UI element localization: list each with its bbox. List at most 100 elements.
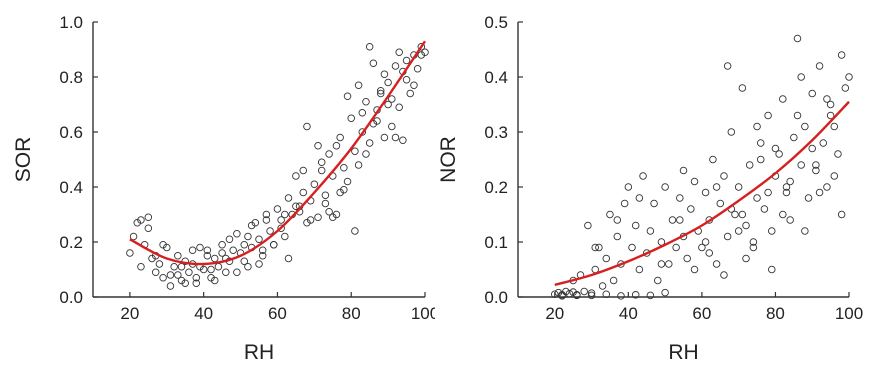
nor-y-tick-label: 0.1 [484,233,508,252]
nor-data-point [624,183,633,191]
sor-data-point [255,235,263,243]
nor-data-point [595,243,603,252]
nor-data-point [573,291,581,299]
nor-data-point [650,199,658,208]
sor-data-point [376,89,385,98]
nor-x-tick-label: 100 [835,304,863,323]
sor-data-point [244,263,252,271]
nor-data-point [591,243,599,252]
sor-data-point [181,279,189,288]
nor-x-tick-label: 40 [619,304,638,323]
nor-data-point [779,210,787,219]
sor-data-point [192,279,201,288]
sor-data-point [292,172,300,180]
nor-data-point [646,291,655,300]
sor-data-point [365,43,374,51]
sor-data-point [406,89,414,98]
sor-data-point [166,282,175,290]
nor-data-point [635,194,644,202]
nor-data-point [639,172,647,180]
sor-data-point [303,218,311,227]
sor-data-point [166,271,175,279]
nor-data-point [808,89,816,98]
nor-data-point [617,292,625,300]
nor-data-point [830,122,839,131]
sor-data-point [258,251,267,260]
sor-data-point [384,100,392,109]
nor-data-point [665,260,673,268]
nor-data-point [753,122,761,131]
nor-data-point [845,73,853,81]
nor-data-point [562,287,570,296]
sor-data-point [402,56,411,65]
sor-chart: 20 40 60 80 100 0.0 0.2 0.4 0.6 0.8 1.0 RH SOR [12,13,435,364]
nor-x-tick-label: 60 [692,304,711,323]
sor-data-point [325,207,333,216]
nor-data-point [815,188,824,197]
nor-data-point [801,122,809,131]
sor-x-tick-label: 60 [268,304,287,323]
sor-data-point [262,210,271,219]
nor-data-point [709,155,717,164]
nor-chart: 20 40 60 80 100 0.0 0.1 0.2 0.3 0.4 0.5 RH NOR [437,13,863,364]
nor-data-point [837,210,846,219]
nor-data-point [815,62,824,70]
sor-data-point [126,249,134,257]
nor-y-tick-label: 0.4 [484,68,508,87]
nor-data-point [716,199,725,208]
nor-data-point [782,183,791,191]
nor-data-point [742,221,750,230]
nor-data-point [768,227,776,235]
nor-data-point [742,254,750,263]
nor-data-point [646,227,655,235]
sor-data-point [137,216,145,224]
sor-data-point [402,75,411,84]
sor-data-point [395,48,403,57]
nor-data-point [672,243,680,252]
nor-data-point [661,288,669,297]
nor-data-point [661,183,669,191]
sor-y-tick-label: 0.6 [59,123,83,142]
sor-data-point [303,122,311,131]
sor-x-tick-label: 40 [194,304,213,323]
sor-y-tick-label: 1.0 [59,13,83,32]
sor-data-point [218,240,226,249]
nor-data-point [793,34,802,43]
nor-data-point [720,172,728,180]
sor-data-point [277,224,285,232]
nor-data-point [727,128,736,136]
nor-data-point [771,144,780,153]
sor-data-point [177,263,186,271]
nor-data-point [587,291,596,300]
nor-data-point [631,291,640,299]
nor-data-point [705,249,713,257]
sor-data-point [362,150,370,158]
sor-data-point [266,227,274,235]
nor-data-point [698,243,706,252]
nor-data-point [598,282,607,290]
nor-data-point [683,254,691,263]
nor-data-point [657,260,666,268]
nor-data-point [775,150,783,158]
sor-data-point [351,227,359,235]
sor-data-point [417,51,426,59]
nor-data-point [676,194,684,202]
sor-data-point [188,246,197,254]
sor-data-point [347,114,355,122]
sor-data-point [340,163,348,172]
nor-data-point [823,95,831,103]
nor-x-tick-label: 80 [766,304,785,323]
nor-data-point [823,183,831,191]
sor-data-point [155,260,164,268]
nor-data-point [738,84,747,92]
sor-data-point [218,249,226,257]
sor-data-point [151,268,160,277]
sor-data-point [159,240,167,249]
sor-data-point [388,95,396,103]
nor-data-point [797,161,805,169]
sor-data-point [196,243,204,252]
sor-x-tick-label: 80 [342,304,361,323]
sor-data-point [233,268,241,277]
nor-data-point [690,265,699,274]
nor-data-point [830,172,839,180]
